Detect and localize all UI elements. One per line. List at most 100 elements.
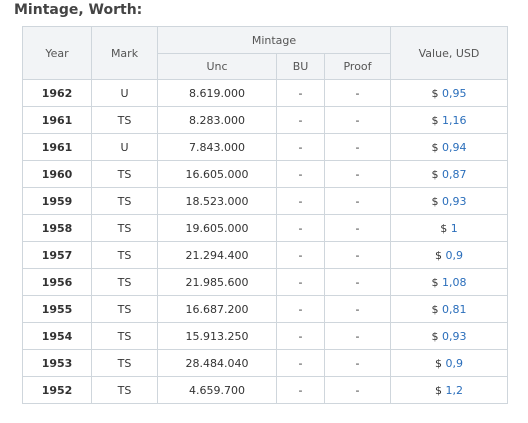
year-cell: 1955 — [22, 295, 92, 323]
proof-cell: - — [324, 214, 391, 242]
table-row: 1961 TS 8.283.000- - $ 1,16 — [22, 106, 508, 134]
currency-symbol: $ — [435, 248, 442, 262]
value-cell: $ 0,95 — [390, 79, 508, 107]
currency-symbol: $ — [431, 167, 439, 181]
year-cell: 1960 — [22, 160, 92, 188]
table-row: 1952 TS 4.659.700- - $ 1,2 — [22, 376, 508, 404]
table-row: 1955 TS 16.687.200- - $ 0,81 — [22, 295, 508, 323]
bu-cell: - — [276, 241, 325, 269]
mark-header: Mark — [91, 26, 158, 80]
value-link[interactable]: 0,93 — [442, 194, 467, 208]
value-link[interactable]: 0,9 — [445, 356, 464, 370]
year-cell: 1957 — [22, 241, 92, 269]
value-link[interactable]: 0,9 — [445, 248, 464, 262]
bu-cell: - — [276, 322, 325, 350]
currency-symbol: $ — [435, 356, 442, 370]
year-cell: 1958 — [22, 214, 92, 242]
unc-cell: 4.659.700 — [157, 376, 277, 404]
mark-cell: TS — [91, 376, 158, 404]
table-row: 1961 U 7.843.000- - $ 0,94 — [22, 133, 508, 161]
bu-cell: - — [276, 160, 325, 188]
unc-cell: 18.523.000 — [157, 187, 277, 215]
value-link[interactable]: 0,93 — [442, 329, 467, 343]
value-link[interactable]: 0,87 — [442, 167, 467, 181]
proof-cell: - — [324, 376, 391, 404]
year-cell: 1961 — [22, 106, 92, 134]
value-link[interactable]: 1,16 — [442, 113, 467, 127]
table-row: 1954 TS 15.913.250- - $ 0,93 — [22, 322, 508, 350]
table-row: 1958 TS 19.605.000- - $ 1 — [22, 214, 508, 242]
value-cell: $ 0,93 — [390, 322, 508, 350]
proof-cell: - — [324, 79, 391, 107]
year-cell: 1961 — [22, 133, 92, 161]
proof-cell: - — [324, 133, 391, 161]
currency-symbol: $ — [431, 302, 439, 316]
mark-cell: TS — [91, 187, 158, 215]
bu-cell: - — [276, 295, 325, 323]
table-row: 1957 TS 21.294.400- - $ 0,9 — [22, 241, 508, 269]
bu-cell: - — [276, 106, 325, 134]
unc-cell: 16.605.000 — [157, 160, 277, 188]
proof-cell: - — [324, 268, 391, 296]
year-header: Year — [22, 26, 92, 80]
currency-symbol: $ — [440, 221, 448, 235]
currency-symbol: $ — [431, 140, 439, 154]
value-link[interactable]: 1 — [450, 221, 458, 235]
value-link[interactable]: 1,08 — [442, 275, 467, 289]
unc-cell: 21.294.400 — [157, 241, 277, 269]
year-cell: 1952 — [22, 376, 92, 404]
unc-cell: 7.843.000 — [157, 133, 277, 161]
bu-cell: - — [276, 349, 325, 377]
table-row: 1956 TS 21.985.600- - $ 1,08 — [22, 268, 508, 296]
mark-cell: TS — [91, 214, 158, 242]
mark-cell: TS — [91, 106, 158, 134]
currency-symbol: $ — [431, 329, 439, 343]
table-row: 1959 TS 18.523.000- - $ 0,93 — [22, 187, 508, 215]
currency-symbol: $ — [431, 194, 439, 208]
proof-cell: - — [324, 241, 391, 269]
bu-cell: - — [276, 268, 325, 296]
year-cell: 1954 — [22, 322, 92, 350]
bu-cell: - — [276, 133, 325, 161]
unc-cell: 19.605.000 — [157, 214, 277, 242]
table-row: 1960 TS 16.605.000- - $ 0,87 — [22, 160, 508, 188]
proof-cell: - — [324, 295, 391, 323]
year-cell: 1962 — [22, 79, 92, 107]
value-header: Value, USD — [390, 26, 508, 80]
mark-cell: U — [91, 79, 158, 107]
unc-cell: 28.484.040 — [157, 349, 277, 377]
proof-cell: - — [324, 322, 391, 350]
value-link[interactable]: 0,94 — [442, 140, 467, 154]
mark-cell: TS — [91, 160, 158, 188]
proof-cell: - — [324, 106, 391, 134]
bu-cell: - — [276, 79, 325, 107]
bu-cell: - — [276, 187, 325, 215]
unc-cell: 16.687.200 — [157, 295, 277, 323]
value-cell: $ 0,87 — [390, 160, 508, 188]
proof-cell: - — [324, 187, 391, 215]
proof-cell: - — [324, 160, 391, 188]
mark-cell: TS — [91, 322, 158, 350]
bu-header: BU — [276, 53, 325, 80]
bu-cell: - — [276, 376, 325, 404]
value-cell: $ 0,81 — [390, 295, 508, 323]
unc-cell: 8.619.000 — [157, 79, 277, 107]
mark-cell: TS — [91, 295, 158, 323]
proof-cell: - — [324, 349, 391, 377]
value-cell: $ 0,93 — [390, 187, 508, 215]
value-link[interactable]: 1,2 — [445, 383, 464, 397]
value-cell: $ 0,9 — [390, 349, 508, 377]
mintage-table: Year Mark Mintage Value, USD Unc BU Proo… — [22, 26, 508, 404]
mark-cell: U — [91, 133, 158, 161]
value-cell: $ 1 — [390, 214, 508, 242]
value-link[interactable]: 0,81 — [442, 302, 467, 316]
value-link[interactable]: 0,95 — [442, 86, 467, 100]
bu-cell: - — [276, 214, 325, 242]
value-cell: $ 0,9 — [390, 241, 508, 269]
mintage-header: Mintage — [157, 26, 391, 54]
year-cell: 1956 — [22, 268, 92, 296]
table-row: 1953 TS 28.484.040- - $ 0,9 — [22, 349, 508, 377]
mark-cell: TS — [91, 268, 158, 296]
currency-symbol: $ — [431, 86, 439, 100]
proof-header: Proof — [324, 53, 391, 80]
